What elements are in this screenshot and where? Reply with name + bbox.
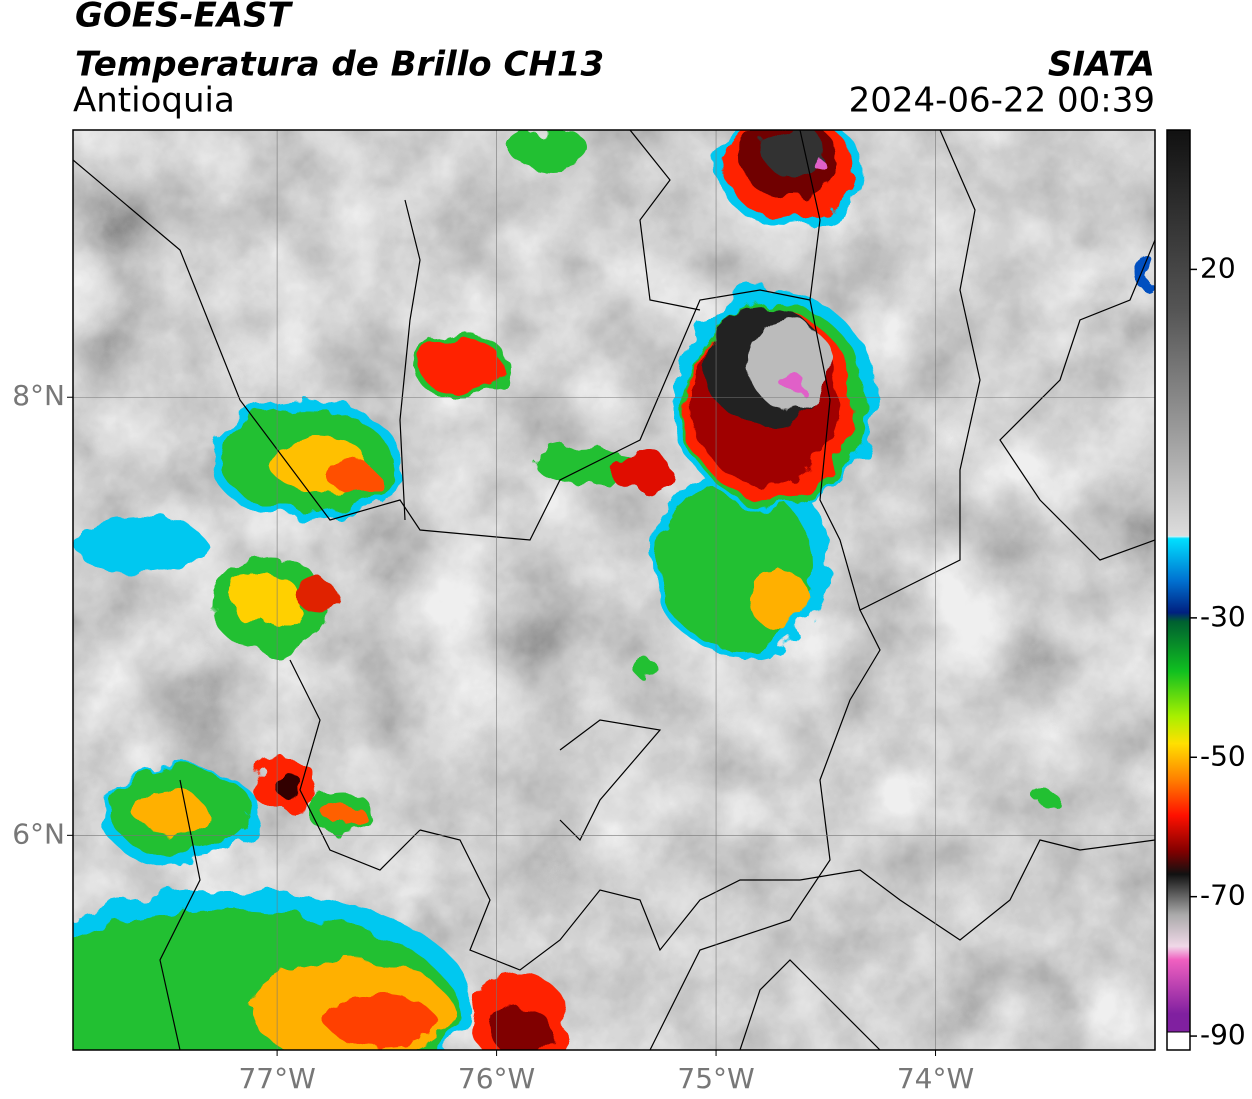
x-tick-label: 76°W — [458, 1062, 535, 1095]
colorbar-extension — [1166, 1031, 1191, 1051]
colorbar-tick-label: -70 — [1200, 879, 1246, 912]
x-tick-label: 74°W — [897, 1062, 974, 1095]
source: SIATA — [1048, 45, 1155, 85]
datetime: 2024-06-22 00:39 — [849, 81, 1155, 121]
y-tick-label: 6°N — [12, 817, 65, 850]
subtitle: Temperatura de Brillo CH13 — [75, 45, 604, 85]
colorbar-tick-label: -50 — [1200, 739, 1246, 772]
colorbar-frame — [1166, 129, 1191, 1051]
x-tick-label: 75°W — [677, 1062, 754, 1095]
colorbar-tick-label: 20 — [1200, 251, 1236, 284]
map-frame — [72, 129, 1156, 1051]
satellite-image — [73, 130, 1155, 1050]
title: GOES-EAST — [75, 0, 294, 36]
y-tick-label: 8°N — [12, 379, 65, 412]
x-tick-label: 77°W — [238, 1062, 315, 1095]
borders — [73, 130, 1155, 1050]
colorbar — [1167, 130, 1190, 1032]
colorbar-tick-label: -90 — [1200, 1018, 1246, 1051]
colorbar-tick-label: -30 — [1200, 600, 1246, 633]
region: Antioquia — [73, 81, 235, 121]
